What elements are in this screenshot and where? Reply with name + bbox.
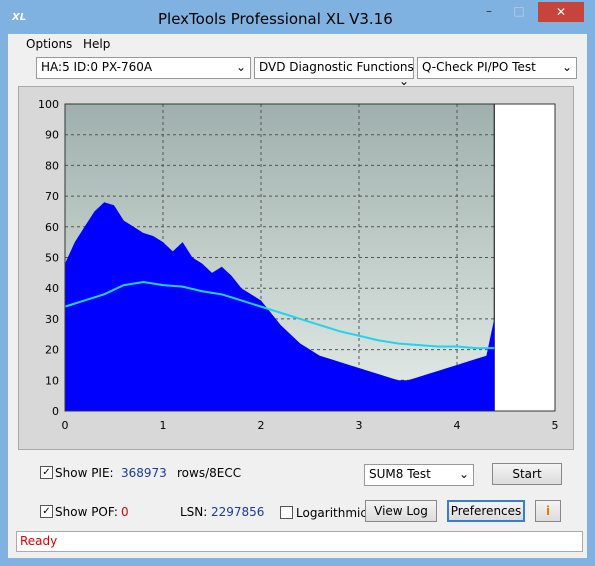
maximize: □ [513,4,525,18]
pie-area [65,202,495,411]
status-bar: Ready [16,531,583,552]
y-tick-label: 10 [45,374,59,387]
x-tick-label: 3 [356,419,363,432]
dropdown-text: HA:5 ID:0 PX-760A [41,60,153,74]
dropdown-text: SUM8 Test [369,467,431,481]
value: 0 [121,505,129,519]
y-tick-label: 70 [45,190,59,203]
y-tick-label: 50 [45,252,59,265]
window-title: PlexTools Professional XL V3.16 [158,10,393,28]
y-tick-label: 40 [45,282,59,295]
menu-item[interactable]: Options [26,37,73,51]
x-tick-label: 5 [552,419,559,432]
status-text: Ready [20,534,58,548]
unused-region [494,104,555,411]
y-tick-label: 30 [45,313,59,326]
dropdown-text: DVD Diagnostic Functions [259,60,414,74]
label: Logarithmic [296,506,367,520]
pif-line [64,281,495,350]
dropdown[interactable]: Q-Check PI/PO Test ⌄ [417,57,577,79]
y-tick-label: 0 [52,405,59,418]
checkbox[interactable]: ✓ [40,466,53,479]
button[interactable]: View Log [365,500,437,522]
checkbox[interactable] [280,506,293,519]
chart: 0 10 20 30 40 50 60 70 80 90 100 0 1 2 3 4 5 [38,98,559,432]
x-tick-label: 4 [454,419,461,432]
label: Show PIE: [55,466,114,480]
dropdown-text: Q-Check PI/PO Test [422,60,536,74]
x-tick-label: 0 [62,419,69,432]
label: rows/8ECC [177,466,242,480]
dropdown[interactable]: DVD Diagnostic Functions ⌄ [254,57,414,88]
y-tick-label: 20 [45,344,59,357]
close[interactable]: ✕ [538,2,584,22]
button[interactable]: Start [492,463,562,485]
dropdown[interactable]: HA:5 ID:0 PX-760A ⌄ [36,57,251,79]
label: LSN: [180,505,208,519]
menu-item[interactable]: Help [83,37,111,51]
logo: XL [12,12,27,23]
x-tick-label: 1 [160,419,167,432]
y-tick-label: 80 [45,159,59,172]
checkbox[interactable]: ✓ [40,505,53,518]
x-tick-label: 2 [258,419,265,432]
plot-border [64,103,556,412]
y-tick-label: 90 [45,129,59,142]
dropdown[interactable]: SUM8 Test ⌄ [364,464,474,486]
y-tick-label: 100 [38,98,59,111]
button[interactable]: Preferences [447,500,525,522]
value: 2297856 [211,505,265,519]
info-button[interactable]: i [535,500,561,522]
label: Show POF: [55,505,118,519]
y-tick-label: 60 [45,221,59,234]
value: 368973 [121,466,167,480]
minimize[interactable]: – [486,4,492,18]
